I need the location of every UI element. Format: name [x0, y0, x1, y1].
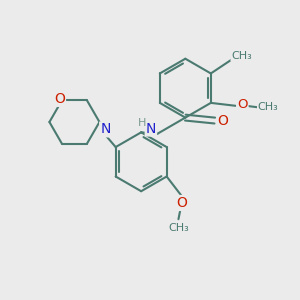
Text: O: O — [176, 196, 187, 210]
Text: N: N — [146, 122, 156, 136]
Text: CH₃: CH₃ — [231, 51, 252, 61]
Text: O: O — [237, 98, 247, 111]
Text: N: N — [100, 122, 110, 136]
Text: CH₃: CH₃ — [258, 102, 279, 112]
Text: H: H — [138, 118, 146, 128]
Text: CH₃: CH₃ — [168, 223, 189, 233]
Text: O: O — [54, 92, 65, 106]
Text: O: O — [218, 114, 229, 128]
